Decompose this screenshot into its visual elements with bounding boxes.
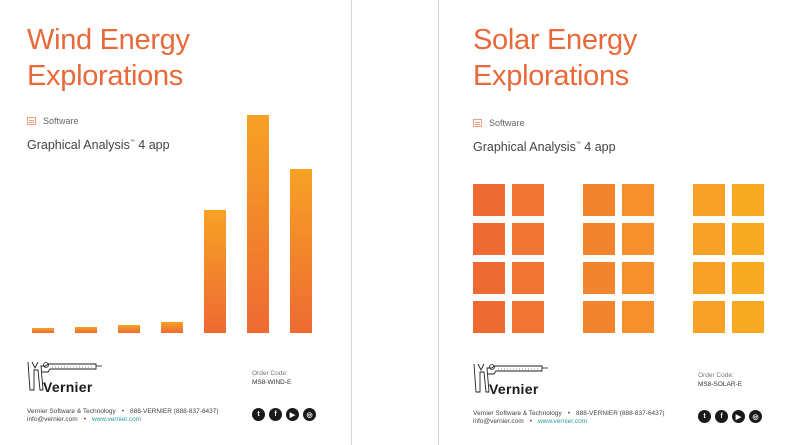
facebook-icon[interactable]: f	[715, 410, 728, 423]
title-line-2: Explorations	[473, 60, 629, 92]
wind-bar	[161, 322, 183, 333]
solar-panel-square	[583, 262, 615, 294]
social-links: t f ▶ ◎	[698, 410, 762, 423]
solar-brochure-page: Solar Energy Explorations Software Graph…	[438, 0, 800, 445]
instagram-icon[interactable]: ◎	[303, 408, 316, 421]
category-row: Software	[27, 116, 79, 126]
logo-wordmark: Vernier	[43, 379, 93, 395]
wind-bar	[290, 169, 312, 333]
wind-bar	[204, 210, 226, 333]
software-icon	[27, 117, 36, 125]
wind-bar	[75, 327, 97, 333]
solar-panel-square	[511, 184, 544, 216]
contact-line-1: Vernier Software & Technology • 888-VERNIE…	[473, 410, 665, 417]
solar-panel-square	[621, 262, 654, 294]
vernier-logo: Vernier	[26, 360, 114, 396]
app-name-suffix: 4 app	[134, 138, 170, 152]
app-name: Graphical Analysis™ 4 app	[473, 140, 616, 154]
app-name-suffix: 4 app	[580, 140, 616, 154]
solar-panel-square	[511, 223, 544, 255]
solar-panel-square	[473, 223, 505, 255]
solar-panel-square	[473, 262, 505, 294]
category-label: Software	[43, 116, 79, 126]
contact-line-2: info@vernier.com • www.vernier.com	[27, 416, 141, 423]
solar-panel-square	[511, 301, 544, 333]
app-name-text: Graphical Analysis	[27, 138, 130, 152]
bullet: •	[83, 416, 86, 423]
title-line-1: Solar Energy	[473, 24, 638, 56]
order-code-label: Order Code:	[698, 372, 734, 379]
instagram-icon[interactable]: ◎	[749, 410, 762, 423]
vernier-logo: Vernier	[472, 362, 560, 398]
solar-panel-square	[693, 223, 725, 255]
order-code-label: Order Code:	[252, 370, 288, 377]
solar-panel-square	[693, 262, 725, 294]
solar-panel-square	[473, 184, 505, 216]
solar-panel-square	[621, 184, 654, 216]
software-icon	[473, 119, 482, 127]
page-title: Solar Energy Explorations	[473, 22, 637, 94]
solar-panel-square	[731, 301, 764, 333]
phone-number: 888-VERNIER (888-837-6437)	[130, 408, 219, 415]
wind-bar-graphic	[0, 0, 351, 445]
app-name: Graphical Analysis™ 4 app	[27, 138, 170, 152]
phone-number: 888-VERNIER (888-837-6437)	[576, 410, 665, 417]
twitter-icon[interactable]: t	[252, 408, 265, 421]
bullet: •	[529, 418, 532, 425]
wind-bar	[247, 115, 269, 333]
solar-panel-square	[693, 184, 725, 216]
solar-panel-square	[731, 223, 764, 255]
caliper-icon	[473, 363, 548, 393]
category-row: Software	[473, 118, 525, 128]
email-link[interactable]: info@vernier.com	[27, 416, 78, 423]
order-code-value: MS8-SOLAR-E	[698, 381, 743, 388]
solar-panel-square	[621, 301, 654, 333]
bullet: •	[567, 410, 571, 417]
wind-bar	[32, 328, 54, 333]
solar-panel-square	[693, 301, 725, 333]
trademark: ™	[575, 141, 581, 147]
category-label: Software	[489, 118, 525, 128]
company-name: Vernier Software & Technology	[473, 410, 562, 417]
solar-panel-square	[621, 223, 654, 255]
solar-panel-square	[731, 262, 764, 294]
solar-panel-square	[583, 184, 615, 216]
website-link[interactable]: www.vernier.com	[91, 416, 142, 423]
app-name-text: Graphical Analysis	[473, 140, 576, 154]
solar-panel-square	[583, 223, 615, 255]
contact-line-2: info@vernier.com • www.vernier.com	[473, 418, 587, 425]
page-title: Wind Energy Explorations	[27, 22, 190, 94]
solar-panel-square	[583, 301, 615, 333]
title-line-1: Wind Energy	[27, 24, 190, 56]
facebook-icon[interactable]: f	[269, 408, 282, 421]
title-line-2: Explorations	[27, 60, 183, 92]
caliper-icon	[27, 361, 102, 391]
logo-wordmark: Vernier	[489, 381, 539, 397]
contact-line-1: Vernier Software & Technology • 888-VERNIE…	[27, 408, 219, 415]
solar-panel-square	[473, 301, 505, 333]
twitter-icon[interactable]: t	[698, 410, 711, 423]
bullet: •	[121, 408, 125, 415]
wind-bar	[118, 325, 140, 333]
youtube-icon[interactable]: ▶	[732, 410, 745, 423]
email-link[interactable]: info@vernier.com	[473, 418, 524, 425]
company-name: Vernier Software & Technology	[27, 408, 116, 415]
website-link[interactable]: www.vernier.com	[537, 418, 588, 425]
order-code-value: MS8-WIND-E	[252, 379, 292, 386]
youtube-icon[interactable]: ▶	[286, 408, 299, 421]
social-links: t f ▶ ◎	[252, 408, 316, 421]
wind-brochure-page: Wind Energy Explorations Software Graphi…	[0, 0, 352, 445]
trademark: ™	[129, 139, 135, 145]
solar-panel-square	[511, 262, 544, 294]
solar-panel-square	[731, 184, 764, 216]
